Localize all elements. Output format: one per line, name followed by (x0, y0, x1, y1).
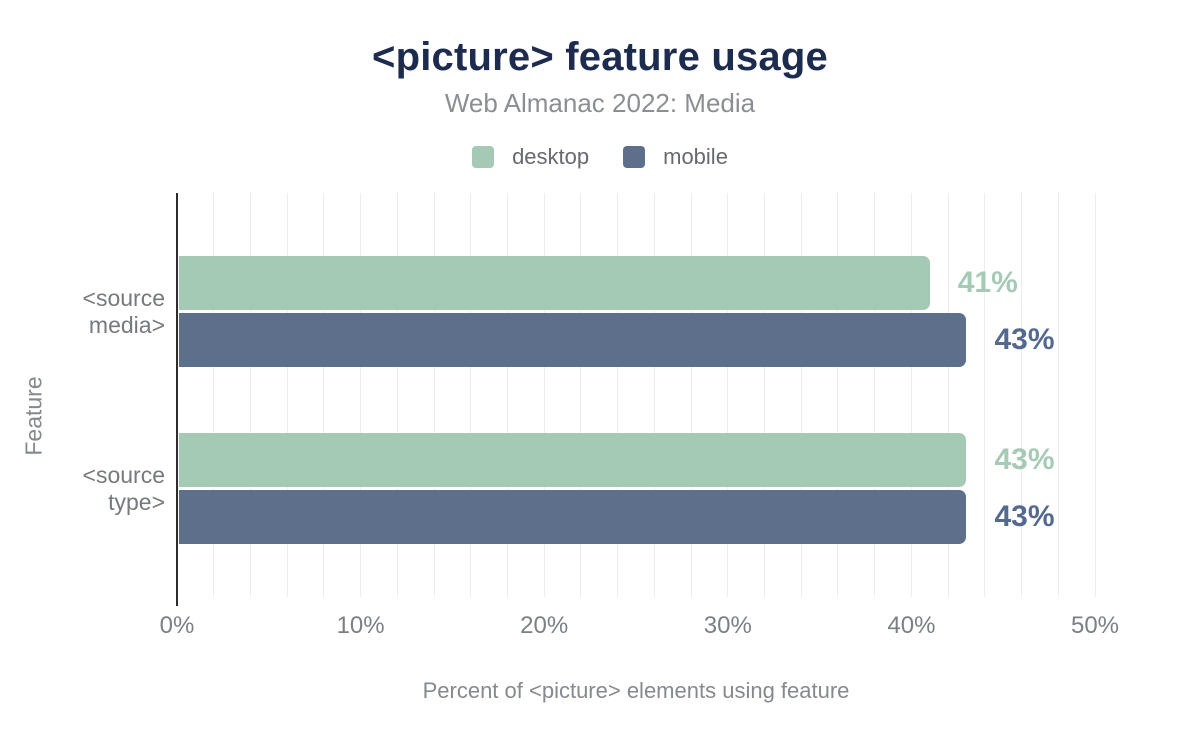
gridline (910, 193, 912, 597)
value-label-desktop-source-media: 41% (957, 266, 1018, 299)
gridline (984, 193, 986, 597)
gridline (800, 193, 802, 597)
gridline (396, 193, 398, 597)
gridline (837, 193, 839, 597)
gridline (1094, 193, 1096, 597)
gridline (947, 193, 949, 597)
plot-area: 41% 43% 43% 43% (176, 193, 1096, 606)
bar-desktop-source-type (179, 433, 967, 487)
x-tick-label-50: 50% (1070, 612, 1120, 639)
gridline (764, 193, 766, 597)
category-label-line: <source (82, 461, 165, 488)
chart-subtitle: Web Almanac 2022: Media (444, 88, 756, 118)
gridline (286, 193, 288, 597)
x-tick-label-0: 0% (159, 612, 195, 639)
gridline (360, 193, 362, 597)
x-tick-label-30: 30% (703, 612, 752, 639)
category-label-line: <source (82, 284, 165, 311)
legend-item-desktop: desktop (472, 144, 589, 170)
y-axis-title: Feature (20, 376, 47, 456)
category-label-line: media> (88, 311, 165, 338)
gridline (470, 193, 472, 597)
gridline (727, 193, 729, 597)
x-tick-label-20: 20% (520, 612, 569, 639)
gridline (506, 193, 508, 597)
gridline (580, 193, 582, 597)
bar-desktop-source-media (179, 256, 930, 310)
gridline (323, 193, 325, 597)
y-axis-line (176, 193, 178, 606)
value-label-desktop-source-type: 43% (994, 443, 1055, 476)
gridline (1021, 193, 1023, 597)
gridline (249, 193, 251, 597)
bar-mobile-source-media (179, 313, 967, 367)
desktop-swatch-icon (472, 146, 495, 168)
category-label-source-media: <source media> (0, 285, 165, 339)
gridline (543, 193, 545, 597)
gridline (433, 193, 435, 597)
category-label-source-type: <source type> (0, 462, 165, 516)
legend-label-mobile: mobile (663, 144, 728, 169)
bar-mobile-source-type (179, 490, 967, 544)
legend-item-mobile: mobile (623, 144, 728, 170)
gridline (690, 193, 692, 597)
gridline (213, 193, 215, 597)
category-label-line: type> (108, 488, 165, 515)
value-label-mobile-source-type: 43% (994, 500, 1055, 533)
mobile-swatch-icon (623, 146, 646, 168)
gridline (874, 193, 876, 597)
gridline (617, 193, 619, 597)
x-tick-label-10: 10% (336, 612, 385, 639)
legend-label-desktop: desktop (512, 144, 590, 169)
gridline (653, 193, 655, 597)
value-label-mobile-source-media: 43% (994, 323, 1055, 356)
x-tick-label-40: 40% (887, 612, 936, 639)
gridline (1057, 193, 1059, 597)
legend: desktop mobile (0, 143, 1200, 171)
chart-title: <picture> feature usage (372, 35, 828, 79)
x-axis-title: Percent of <picture> elements using feat… (422, 678, 850, 703)
